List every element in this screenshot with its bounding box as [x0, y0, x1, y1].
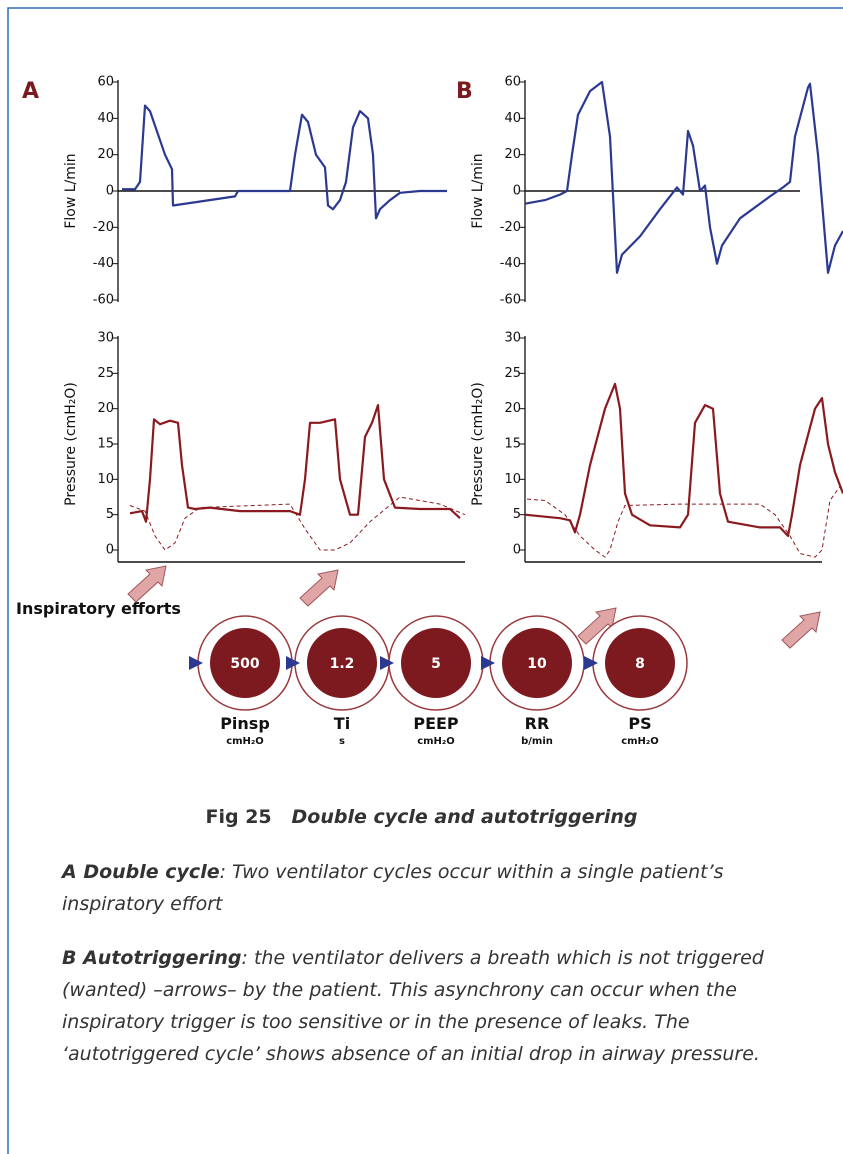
setting-label: RR [525, 714, 550, 733]
y-tick-label: -40 [500, 256, 521, 271]
y-tick-label: 5 [106, 507, 114, 522]
caption-title: Fig 25 Double cycle and autotriggering [0, 806, 843, 828]
paragraph-text: : Two ventilator cycles occur within a s… [62, 861, 724, 915]
y-tick-label: 0 [513, 543, 521, 558]
y-tick-label: 20 [504, 401, 521, 416]
y-tick-label: 15 [97, 437, 114, 452]
setting: 8 PS cmH₂O [584, 615, 688, 747]
panel-label: B [456, 79, 473, 104]
setting-unit: cmH₂O [621, 736, 659, 747]
y-tick-label: -20 [500, 220, 521, 235]
series-line [526, 486, 841, 558]
series-line [524, 80, 843, 274]
series-line [122, 104, 447, 220]
setting-knob [502, 628, 572, 698]
y-tick-label: 20 [97, 147, 114, 162]
setting-pointer [584, 656, 598, 670]
paragraph-lead: B Autotriggering [62, 947, 242, 969]
paragraph: B Autotriggering: the ventilator deliver… [62, 942, 802, 1070]
y-tick-label: 60 [97, 75, 114, 90]
y-tick-label: 40 [97, 111, 114, 126]
y-tick-label: 40 [504, 111, 521, 126]
y-tick-label: 30 [97, 331, 114, 346]
setting-unit: cmH₂O [226, 736, 264, 747]
setting-label: Pinsp [220, 714, 270, 733]
paragraph-lead: A Double cycle [62, 861, 220, 883]
setting-value: 8 [635, 656, 645, 672]
paragraph-text: : the ventilator delivers a breath which… [62, 947, 764, 1065]
y-tick-label: 0 [106, 543, 114, 558]
y-tick-label: -40 [93, 256, 114, 271]
setting-unit: b/min [521, 736, 553, 747]
y-tick-label: -60 [93, 293, 114, 308]
setting-pointer [481, 656, 495, 670]
arrow [127, 565, 167, 603]
y-tick-label: 10 [504, 472, 521, 487]
setting: 1.2 Ti s [286, 615, 390, 747]
y-tick-label: 30 [504, 331, 521, 346]
y-axis-label: Flow L/min [470, 153, 486, 228]
paragraph: A Double cycle: Two ventilator cycles oc… [62, 856, 802, 920]
y-tick-label: 60 [504, 75, 521, 90]
caption-text: Double cycle and autotriggering [291, 806, 638, 828]
y-axis-label: Flow L/min [63, 153, 79, 228]
y-axis-label: Pressure (cmH₂O) [63, 382, 79, 506]
y-tick-label: 15 [504, 437, 521, 452]
panel-label: A [22, 79, 39, 104]
setting-pointer [189, 656, 203, 670]
setting: 500 Pinsp cmH₂O [189, 615, 293, 747]
setting-knob [401, 628, 471, 698]
y-tick-label: 10 [97, 472, 114, 487]
setting-value: 10 [527, 656, 547, 672]
arrow [781, 611, 821, 649]
arrow [299, 569, 339, 607]
setting-unit: s [339, 736, 345, 747]
arrow [577, 607, 617, 645]
setting-value: 500 [230, 656, 259, 672]
annotation: Inspiratory efforts [16, 599, 181, 618]
setting-knob [307, 628, 377, 698]
setting-knob [210, 628, 280, 698]
setting: 5 PEEP cmH₂O [380, 615, 484, 747]
y-tick-label: 5 [513, 507, 521, 522]
y-axis-label: Pressure (cmH₂O) [470, 382, 486, 506]
setting-unit: cmH₂O [417, 736, 455, 747]
setting: 10 RR b/min [481, 615, 585, 747]
y-tick-label: 20 [97, 401, 114, 416]
setting-label: PEEP [413, 714, 459, 733]
series-line [129, 404, 461, 523]
setting-label: Ti [334, 714, 350, 733]
series-line [524, 382, 843, 537]
setting-knob [605, 628, 675, 698]
setting-value: 1.2 [330, 656, 355, 672]
frame [7, 7, 843, 1154]
series-line [129, 496, 466, 551]
y-tick-label: -60 [500, 293, 521, 308]
setting-pointer [380, 656, 394, 670]
y-tick-label: 25 [504, 366, 521, 381]
caption-number: Fig 25 [205, 806, 272, 828]
setting-value: 5 [431, 656, 441, 672]
setting-label: PS [628, 714, 651, 733]
y-tick-label: 0 [106, 184, 114, 199]
arrows [127, 565, 821, 649]
y-tick-label: 25 [97, 366, 114, 381]
y-tick-label: 0 [513, 184, 521, 199]
y-tick-label: -20 [93, 220, 114, 235]
setting-pointer [286, 656, 300, 670]
y-tick-label: 20 [504, 147, 521, 162]
